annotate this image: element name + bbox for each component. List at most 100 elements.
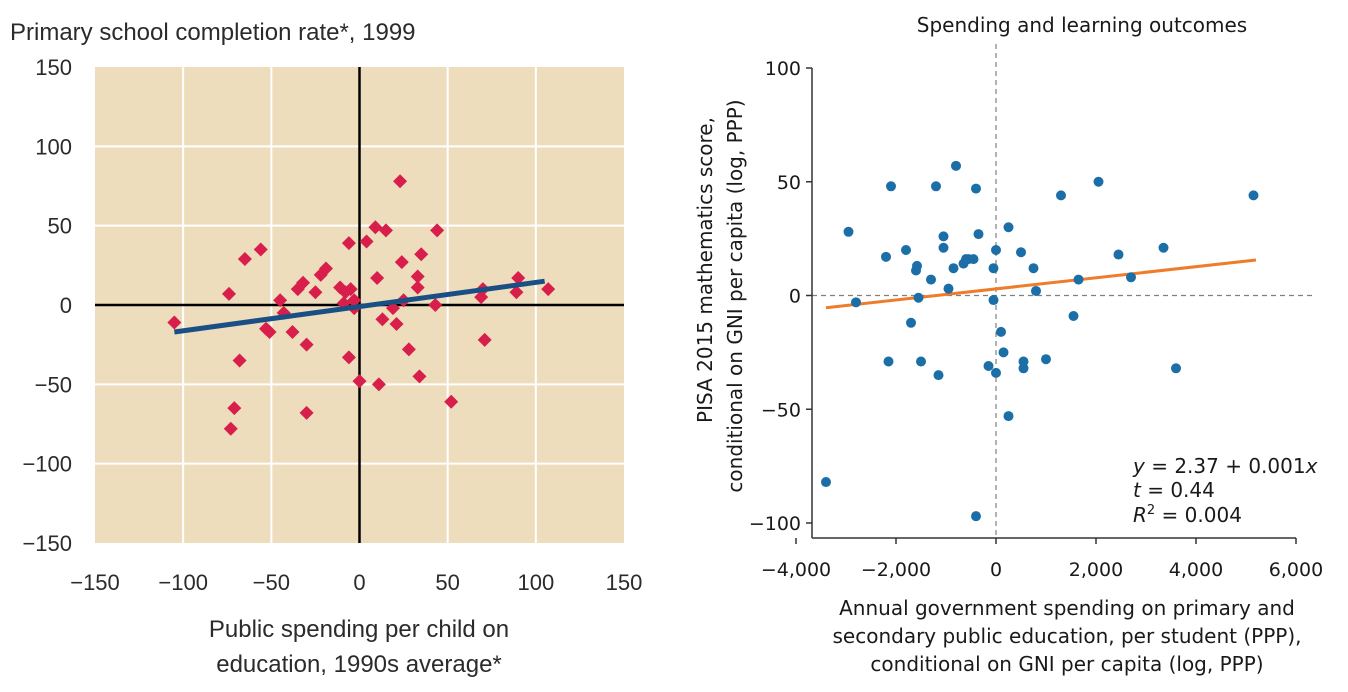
right-x-axis-label-line-3: conditional on GNI per capita (log, PPP)	[870, 652, 1263, 676]
left-y-tick-label: 0	[60, 293, 72, 318]
left-y-tick-labels: 150 100 50 0 −50 −100 −150	[22, 55, 72, 556]
left-data-point	[167, 315, 182, 330]
right-x-tick-label: 6,000	[1269, 559, 1323, 581]
left-data-point	[393, 174, 408, 189]
left-data-point	[389, 317, 404, 332]
left-x-tick-label: −150	[70, 570, 120, 595]
left-data-point	[299, 405, 314, 420]
left-data-point	[477, 332, 492, 347]
left-x-tick-label: −100	[158, 570, 208, 595]
left-data-point	[410, 269, 425, 284]
right-data-point	[991, 245, 1001, 255]
right-data-point	[951, 160, 961, 171]
right-data-point	[973, 229, 984, 240]
left-data-point	[285, 324, 300, 339]
right-y-tick-label: 0	[789, 286, 801, 308]
right-x-tick-labels: −4,000 −2,000 0 2,000 4,000 6,000	[761, 538, 1323, 581]
left-data-point	[394, 255, 409, 270]
right-data-point	[1016, 247, 1026, 258]
right-data-point	[883, 356, 894, 367]
right-y-axis-label-line-2: conditional on GNI per capita (log, PPP)	[723, 99, 747, 492]
left-x-tick-label: 50	[435, 570, 459, 595]
left-x-axis-label-line-1: Public spending per child on	[209, 616, 509, 643]
r2-value: = 0.004	[1155, 503, 1242, 527]
left-data-point	[359, 234, 374, 249]
equation-rhs: = 2.37 + 0.001	[1145, 454, 1306, 478]
right-data-point	[1248, 190, 1259, 201]
t-value: = 0.44	[1141, 478, 1215, 502]
right-data-point	[906, 317, 916, 328]
right-x-tick-label: 0	[990, 559, 1002, 581]
left-data-point	[223, 421, 238, 436]
right-data-point	[971, 511, 981, 522]
t-statistic: t = 0.44	[1133, 478, 1215, 502]
left-data-point	[341, 350, 356, 365]
left-data-point	[414, 247, 429, 262]
right-data-point	[931, 181, 941, 192]
right-x-tick-label: −2,000	[861, 559, 931, 581]
left-x-tick-label: 100	[517, 570, 554, 595]
left-data-point	[509, 285, 524, 300]
left-data-point	[371, 377, 386, 392]
right-y-tick-label: −100	[749, 513, 801, 535]
right-data-point	[943, 283, 954, 294]
left-x-tick-label: 150	[606, 570, 643, 595]
left-fit-line	[174, 278, 545, 335]
right-data-point	[851, 297, 861, 308]
left-data-point	[347, 293, 362, 308]
left-data-point	[430, 223, 445, 238]
right-data-point	[991, 367, 1001, 378]
right-data-point	[1171, 363, 1181, 374]
right-data-point	[1093, 176, 1104, 187]
left-y-tick-label: 100	[35, 134, 72, 159]
right-data-point	[1028, 263, 1039, 274]
left-data-point	[352, 374, 367, 389]
left-data-point	[410, 280, 425, 295]
r2-superscript: 2	[1147, 503, 1155, 518]
right-data-point	[996, 326, 1006, 337]
right-y-tick-label: 100	[765, 58, 801, 80]
left-data-point	[368, 220, 383, 235]
left-data-point	[296, 275, 311, 290]
left-data-point	[412, 369, 427, 384]
left-x-tick-label: 0	[353, 570, 365, 595]
right-data-point	[938, 242, 949, 253]
right-reference-lines	[812, 44, 1312, 538]
left-data-point	[299, 337, 314, 352]
left-data-point	[341, 236, 356, 251]
right-data-point	[881, 251, 891, 262]
right-x-tick-label: 4,000	[1169, 559, 1223, 581]
left-data-point	[511, 271, 526, 286]
left-x-axis-label-line-2: education, 1990s average*	[216, 651, 502, 678]
left-data-point	[222, 286, 237, 301]
left-data-point	[444, 394, 459, 409]
right-chart-title: Spending and learning outcomes	[917, 13, 1247, 37]
right-y-tick-label: 50	[777, 172, 801, 194]
right-data-point	[1113, 249, 1124, 260]
right-x-axis-label-line-2: secondary public education, per student …	[832, 624, 1301, 648]
right-data-point	[988, 263, 999, 274]
regression-equation: y = 2.37 + 0.001x	[1132, 454, 1318, 478]
equation-lhs: y	[1132, 454, 1146, 478]
left-data-point	[227, 401, 242, 416]
left-data-point	[370, 271, 385, 286]
left-chart-title: Primary school completion rate*, 1999	[10, 19, 416, 46]
right-data-points	[821, 160, 1259, 522]
right-data-point	[968, 254, 979, 265]
left-data-point	[375, 312, 390, 327]
left-data-point	[378, 223, 393, 238]
left-y-tick-label: 150	[35, 55, 72, 80]
right-data-point	[1003, 411, 1014, 422]
left-data-point	[401, 342, 416, 357]
right-data-point	[1126, 272, 1136, 283]
right-data-point	[1056, 190, 1066, 201]
right-fit-line	[825, 258, 1257, 310]
left-y-tick-label: −50	[35, 372, 72, 397]
r2-base: R	[1133, 503, 1147, 527]
left-data-point	[237, 251, 252, 266]
left-data-point	[541, 282, 556, 297]
right-data-point	[998, 347, 1009, 358]
right-data-point	[843, 226, 854, 237]
left-chart: Primary school completion rate*, 1999 15…	[10, 19, 642, 678]
left-data-point	[318, 261, 333, 276]
